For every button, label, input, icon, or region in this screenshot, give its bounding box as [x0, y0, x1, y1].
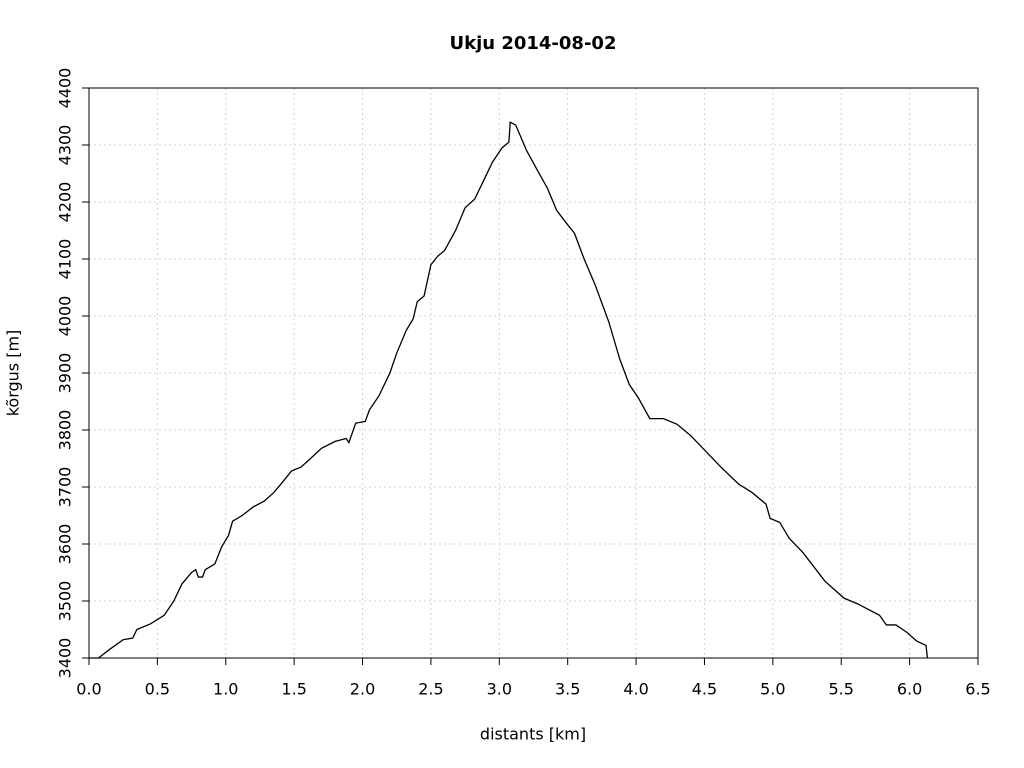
y-tick-label: 3600: [56, 524, 75, 565]
x-tick-label: 5.5: [829, 680, 854, 699]
x-tick-label: 1.0: [213, 680, 238, 699]
x-tick-label: 3.0: [487, 680, 512, 699]
x-tick-label: 2.5: [418, 680, 443, 699]
x-tick-label: 3.5: [555, 680, 580, 699]
x-tick-label: 6.0: [897, 680, 922, 699]
y-tick-label: 3400: [56, 638, 75, 679]
x-axis-label: distants [km]: [480, 725, 586, 744]
y-tick-label: 3900: [56, 353, 75, 394]
x-tick-label: 5.0: [760, 680, 785, 699]
x-tick-label: 4.5: [692, 680, 717, 699]
y-tick-label: 3700: [56, 467, 75, 508]
x-tick-label: 1.5: [281, 680, 306, 699]
y-tick-label: 4200: [56, 182, 75, 223]
x-tick-label: 0.0: [76, 680, 101, 699]
y-tick-label: 4100: [56, 239, 75, 280]
y-tick-label: 3800: [56, 410, 75, 451]
x-tick-label: 4.0: [623, 680, 648, 699]
y-tick-label: 4400: [56, 68, 75, 109]
x-tick-label: 6.5: [965, 680, 990, 699]
elevation-line: [89, 121, 929, 659]
plot-frame: [88, 87, 979, 659]
y-tick-label: 4300: [56, 125, 75, 166]
y-tick-label: 4000: [56, 296, 75, 337]
chart-title: Ukju 2014-08-02: [450, 33, 617, 54]
x-tick-label: 2.0: [350, 680, 375, 699]
y-axis-label: kõrgus [m]: [4, 330, 23, 417]
x-tick-label: 0.5: [145, 680, 170, 699]
y-tick-label: 3500: [56, 581, 75, 622]
